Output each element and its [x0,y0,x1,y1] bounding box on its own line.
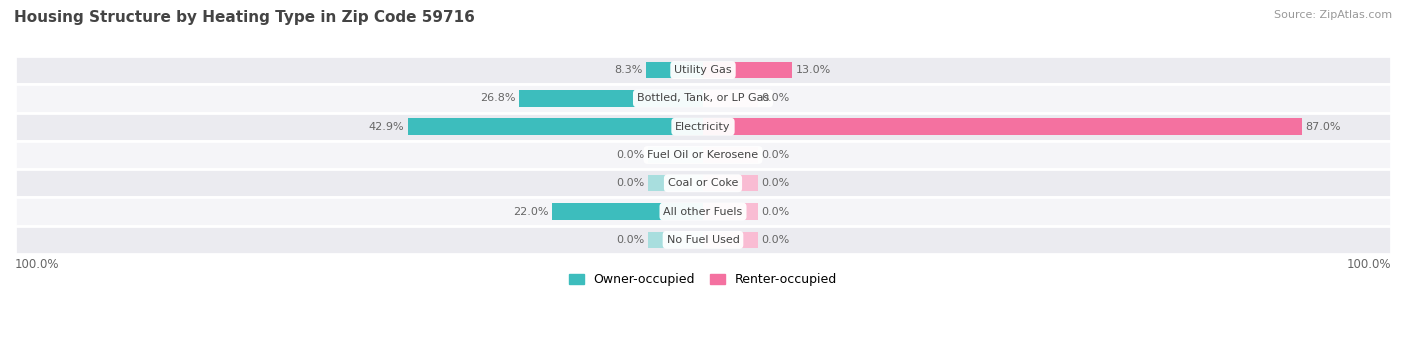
Text: 0.0%: 0.0% [616,235,644,245]
Text: Housing Structure by Heating Type in Zip Code 59716: Housing Structure by Heating Type in Zip… [14,10,475,25]
Text: 0.0%: 0.0% [762,93,790,103]
Bar [703,90,758,107]
Bar [15,56,1391,84]
Text: 100.0%: 100.0% [15,258,59,271]
Bar [15,141,1391,169]
Bar [408,118,703,135]
Text: 8.3%: 8.3% [614,65,643,75]
Text: 26.8%: 26.8% [479,93,515,103]
Text: Utility Gas: Utility Gas [675,65,731,75]
Text: No Fuel Used: No Fuel Used [666,235,740,245]
Bar [15,169,1391,197]
Text: Bottled, Tank, or LP Gas: Bottled, Tank, or LP Gas [637,93,769,103]
Legend: Owner-occupied, Renter-occupied: Owner-occupied, Renter-occupied [564,268,842,291]
Text: Electricity: Electricity [675,122,731,132]
Text: 0.0%: 0.0% [762,150,790,160]
Bar [551,203,703,220]
Bar [703,118,1302,135]
Bar [648,147,703,163]
Bar [648,232,703,248]
Bar [648,175,703,192]
Text: 100.0%: 100.0% [1347,258,1391,271]
Bar [15,226,1391,254]
Text: 0.0%: 0.0% [762,207,790,217]
Bar [703,232,758,248]
Text: 13.0%: 13.0% [796,65,831,75]
Text: All other Fuels: All other Fuels [664,207,742,217]
Bar [645,62,703,78]
Bar [703,62,793,78]
Bar [703,175,758,192]
Text: 0.0%: 0.0% [762,235,790,245]
Text: Fuel Oil or Kerosene: Fuel Oil or Kerosene [647,150,759,160]
Text: 0.0%: 0.0% [616,150,644,160]
Bar [703,147,758,163]
Text: 22.0%: 22.0% [513,207,548,217]
Bar [15,197,1391,226]
Bar [703,203,758,220]
Text: 42.9%: 42.9% [368,122,405,132]
Bar [519,90,703,107]
Text: Source: ZipAtlas.com: Source: ZipAtlas.com [1274,10,1392,20]
Bar [15,84,1391,113]
Text: Coal or Coke: Coal or Coke [668,178,738,188]
Text: 0.0%: 0.0% [762,178,790,188]
Bar [15,113,1391,141]
Text: 0.0%: 0.0% [616,178,644,188]
Text: 87.0%: 87.0% [1305,122,1340,132]
